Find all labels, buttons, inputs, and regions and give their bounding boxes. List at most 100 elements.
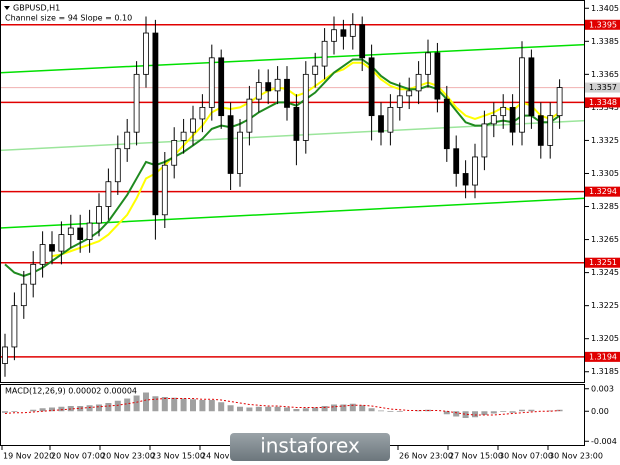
candle-body — [284, 78, 290, 108]
macd-bar — [331, 404, 337, 412]
candle-body — [453, 148, 460, 174]
y-tick-label: 1.3185 — [591, 367, 619, 376]
candle-body — [237, 131, 243, 174]
level-label-box — [585, 186, 620, 197]
candle-body — [133, 73, 140, 133]
candle-body — [114, 148, 121, 183]
candle-body — [105, 181, 112, 207]
macd-bar — [443, 411, 450, 415]
macd-bar — [30, 409, 37, 412]
candle-body — [528, 57, 535, 117]
macd-bar — [58, 406, 65, 412]
candle-body — [500, 106, 507, 117]
candle-body — [302, 73, 309, 141]
candle-body — [378, 115, 384, 133]
candle-body — [472, 156, 478, 186]
macd-bar — [227, 405, 234, 412]
y-tick-label: 1.3265 — [591, 235, 619, 244]
candle-body — [96, 206, 102, 224]
macd-tick-label: 0.003 — [591, 384, 614, 393]
candle-body — [20, 283, 27, 307]
candle-body — [49, 244, 55, 252]
y-tick-label: 1.3325 — [591, 136, 619, 145]
macd-bar — [77, 406, 84, 412]
macd-bar — [105, 403, 112, 412]
macd-bar — [500, 411, 507, 412]
macd-bar — [519, 409, 525, 412]
watermark-box — [230, 433, 390, 461]
level-label: 1.3251 — [589, 258, 617, 267]
y-tick-label: 1.3205 — [591, 334, 619, 343]
x-tick-label: 30 Nov 23:00 — [549, 452, 603, 461]
x-tick-label: 20 Nov 23:00 — [101, 452, 155, 461]
candle-body — [387, 106, 394, 133]
x-tick-label: 23 Nov 15:00 — [151, 452, 205, 461]
candle-body — [406, 90, 413, 97]
x-tick-label: 27 Nov 15:00 — [449, 452, 503, 461]
candle-body — [359, 24, 366, 59]
candle-body — [227, 115, 234, 174]
candle-body — [180, 131, 187, 141]
macd-bar — [255, 406, 262, 412]
candle-body — [293, 106, 300, 141]
x-tick-label: 19 Nov 2020 — [3, 452, 54, 461]
candle-body — [547, 115, 554, 146]
macd-bar — [152, 396, 159, 412]
level-label-box — [585, 19, 620, 30]
macd-bar — [265, 406, 272, 412]
candle-body — [2, 346, 8, 364]
candle-body — [509, 106, 516, 133]
candle-body — [143, 32, 149, 75]
candle-body — [340, 29, 347, 37]
candle-body — [312, 65, 319, 75]
macd-bar — [67, 406, 74, 412]
macd-bar — [39, 408, 46, 412]
macd-bar — [302, 408, 309, 412]
macd-bar — [340, 404, 347, 412]
x-tick-label: 26 Nov 23:00 — [399, 452, 453, 461]
chart-title: GBPUSD,H1 — [13, 4, 60, 13]
candle-body — [30, 263, 37, 285]
macd-bar — [509, 411, 516, 413]
channel-line — [0, 43, 586, 74]
level-label: 1.3395 — [589, 20, 617, 29]
x-tick-label: 30 Nov 07:00 — [499, 452, 553, 461]
macd-bar — [415, 410, 422, 412]
y-tick-label: 1.3385 — [591, 37, 619, 46]
macd-bar — [349, 403, 356, 412]
candle-body — [331, 29, 337, 42]
candle-body — [58, 234, 65, 252]
macd-bar — [387, 411, 394, 412]
macd-bar — [490, 411, 497, 414]
candle-body — [490, 115, 497, 125]
level-label-box — [585, 257, 620, 268]
candle-body — [67, 227, 74, 236]
level-label-box — [585, 97, 620, 108]
macd-bar — [547, 410, 554, 412]
macd-bar — [368, 408, 375, 412]
macd-bar — [359, 405, 366, 412]
macd-bar — [190, 399, 196, 412]
macd-bar — [378, 410, 384, 412]
macd-bar — [49, 407, 55, 412]
macd-bar — [171, 397, 178, 412]
candle-body — [274, 78, 281, 92]
macd-bar — [472, 411, 478, 418]
chart-subtitle: Channel size = 94 Slope = 0.10 — [5, 14, 132, 23]
macd-bar — [143, 392, 149, 412]
macd-bar — [453, 411, 460, 417]
macd-bar — [462, 411, 469, 418]
candle-body — [537, 115, 544, 146]
x-tick-label: 24 Nov — [201, 452, 230, 461]
candle-body — [246, 98, 253, 133]
candle-body — [39, 244, 46, 265]
candle-body — [255, 82, 262, 100]
macd-bar — [284, 407, 290, 412]
macd-bar — [124, 398, 131, 412]
candle-body — [481, 123, 488, 158]
macd-bar — [96, 404, 102, 412]
menu-arrow — [4, 6, 10, 10]
candle-body — [152, 32, 159, 216]
